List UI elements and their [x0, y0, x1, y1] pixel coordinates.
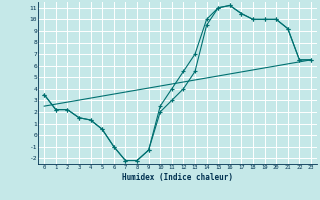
X-axis label: Humidex (Indice chaleur): Humidex (Indice chaleur) — [122, 173, 233, 182]
